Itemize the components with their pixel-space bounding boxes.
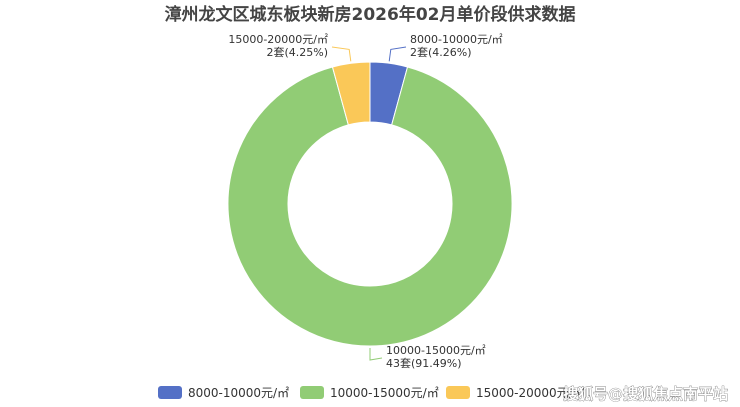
leader-line-1 — [388, 46, 407, 62]
slice-2 — [227, 66, 513, 347]
legend-label-3[interactable]: 15000-20000元/㎡ — [476, 386, 585, 400]
slice-label-name-1: 8000-10000元/㎡ — [410, 33, 503, 46]
chart-title: 漳州龙文区城东板块新房2026年02月单价段供求数据 — [165, 4, 576, 25]
legend-label-2[interactable]: 10000-15000元/㎡ — [330, 386, 439, 400]
leader-line-3 — [331, 46, 352, 62]
slice-3 — [331, 61, 371, 126]
legend-swatch-1[interactable] — [158, 386, 182, 399]
slice-label-value-3: 2套(4.25%) — [266, 46, 328, 59]
leader-line-2 — [369, 348, 383, 361]
legend-swatch-2[interactable] — [300, 386, 324, 399]
slice-label-value-1: 2套(4.26%) — [410, 46, 472, 59]
watermark: 搜狐号@搜狐焦点南平站 — [563, 385, 728, 403]
slice-label-name-3: 15000-20000元/㎡ — [228, 33, 328, 46]
slice-label-value-2: 43套(91.49%) — [386, 357, 462, 370]
legend-label-1[interactable]: 8000-10000元/㎡ — [188, 386, 289, 400]
donut-slices — [227, 61, 513, 347]
legend: 8000-10000元/㎡ 10000-15000元/㎡ 15000-20000元/… — [158, 386, 585, 400]
slice-label-name-2: 10000-15000元/㎡ — [386, 344, 486, 357]
legend-swatch-3[interactable] — [446, 386, 470, 399]
